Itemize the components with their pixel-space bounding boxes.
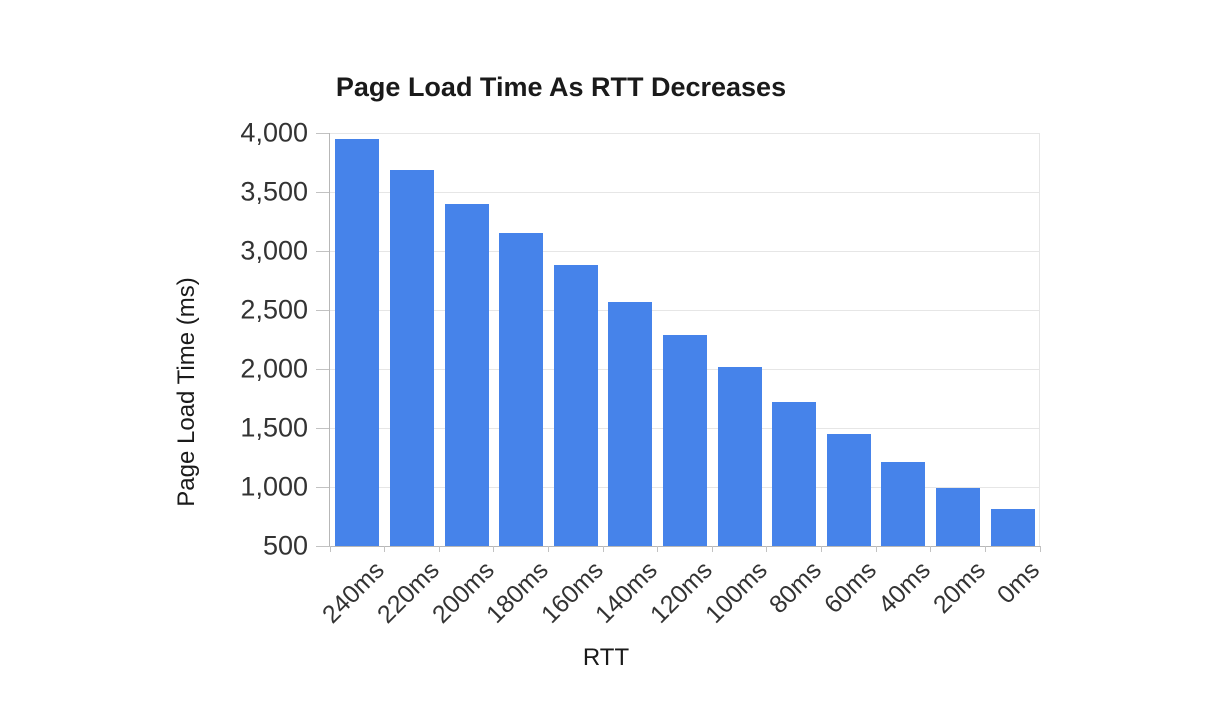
- y-tick-mark: [316, 368, 330, 370]
- x-tick-label: 60ms: [818, 556, 882, 620]
- bar-200ms: [444, 203, 489, 546]
- x-tick-mark: [766, 546, 768, 552]
- x-tick-label: 200ms: [426, 556, 500, 629]
- bar-160ms: [553, 265, 598, 546]
- y-tick-label: 3,000: [240, 235, 308, 266]
- x-tick-mark: [602, 546, 604, 552]
- x-tick-label: 40ms: [873, 556, 937, 620]
- x-tick-label: 20ms: [927, 556, 991, 620]
- x-tick-mark: [984, 546, 986, 552]
- y-tick-label: 500: [262, 530, 308, 561]
- x-tick-label: 0ms: [992, 556, 1046, 610]
- plot-right-border: [1039, 133, 1040, 546]
- x-tick-mark: [547, 546, 549, 552]
- bar-140ms: [608, 301, 653, 546]
- chart-title: Page Load Time As RTT Decreases: [335, 72, 787, 102]
- bar-0ms: [990, 509, 1035, 546]
- x-tick-label: 240ms: [317, 556, 391, 629]
- y-tick-mark: [316, 191, 330, 193]
- x-tick-mark: [493, 546, 495, 552]
- bar-180ms: [499, 233, 544, 546]
- y-gridline: [330, 191, 1040, 193]
- x-tick-label: 100ms: [699, 556, 773, 629]
- x-tick-mark: [329, 546, 331, 552]
- x-tick-label: 220ms: [371, 556, 445, 629]
- y-gridline: [330, 132, 1040, 134]
- x-tick-mark: [657, 546, 659, 552]
- x-tick-mark: [875, 546, 877, 552]
- y-tick-label: 1,500: [240, 412, 308, 443]
- y-tick-label: 3,500: [240, 176, 308, 207]
- x-tick-label: 120ms: [644, 556, 718, 629]
- x-tick-label: 160ms: [535, 556, 609, 629]
- bar-100ms: [717, 366, 762, 546]
- bar-220ms: [389, 169, 434, 546]
- x-tick-mark: [821, 546, 823, 552]
- y-tick-label: 4,000: [240, 117, 308, 148]
- bar-40ms: [881, 462, 926, 546]
- x-tick-mark: [438, 546, 440, 552]
- y-tick-mark: [316, 427, 330, 429]
- y-tick-mark: [316, 486, 330, 488]
- y-gridline: [330, 545, 1040, 547]
- bar-240ms: [335, 138, 380, 546]
- bar-20ms: [936, 488, 981, 546]
- bar-120ms: [663, 334, 707, 546]
- y-tick-label: 2,000: [240, 353, 308, 384]
- x-tick-mark: [711, 546, 713, 552]
- x-tick-label: 80ms: [764, 556, 828, 620]
- bar-60ms: [826, 433, 871, 546]
- y-gridline: [330, 250, 1040, 252]
- x-tick-mark: [384, 546, 386, 552]
- y-tick-mark: [316, 309, 330, 311]
- x-axis-title: RTT: [582, 644, 630, 671]
- y-tick-mark: [316, 250, 330, 252]
- y-tick-mark: [316, 132, 330, 134]
- x-tick-mark: [1039, 546, 1041, 552]
- x-tick-label: 140ms: [590, 556, 664, 629]
- y-tick-mark: [316, 545, 330, 547]
- y-gridline: [330, 309, 1040, 311]
- y-tick-label: 1,000: [240, 471, 308, 502]
- bar-80ms: [772, 402, 817, 546]
- x-tick-mark: [930, 546, 932, 552]
- y-tick-label: 2,500: [240, 294, 308, 325]
- y-axis-line: [329, 133, 330, 546]
- x-tick-label: 180ms: [481, 556, 554, 629]
